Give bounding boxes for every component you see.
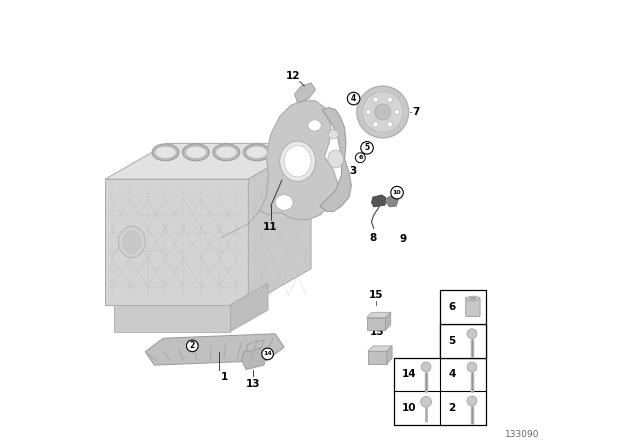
Text: 4: 4 [448,369,456,379]
Ellipse shape [155,146,176,159]
Text: 15: 15 [370,327,385,337]
Polygon shape [105,179,248,305]
Polygon shape [246,340,264,352]
Ellipse shape [280,141,316,181]
Text: 6: 6 [448,331,455,341]
Polygon shape [387,346,392,364]
Text: 14: 14 [263,351,272,357]
Circle shape [471,363,481,373]
Polygon shape [368,346,392,351]
Circle shape [355,153,365,163]
Polygon shape [387,195,398,207]
Ellipse shape [284,146,311,177]
Text: 2: 2 [189,341,195,350]
Circle shape [391,186,403,199]
Circle shape [262,348,273,360]
Polygon shape [371,195,387,207]
Circle shape [348,92,360,105]
Circle shape [394,109,400,115]
Text: 15: 15 [369,290,383,300]
Text: 11: 11 [262,222,277,232]
Text: 9: 9 [400,234,407,244]
Ellipse shape [328,130,339,139]
Polygon shape [367,312,391,318]
Ellipse shape [328,150,344,168]
Polygon shape [242,347,266,370]
Polygon shape [260,101,338,220]
Text: 10: 10 [393,190,401,195]
Text: 133090: 133090 [505,430,540,439]
FancyBboxPatch shape [440,290,486,324]
Polygon shape [320,108,351,211]
Text: 2: 2 [448,403,455,413]
Text: 8: 8 [369,233,376,243]
Ellipse shape [470,297,476,300]
Text: 4: 4 [447,399,455,409]
Ellipse shape [243,144,270,161]
Text: 14: 14 [402,369,417,379]
FancyBboxPatch shape [466,298,480,316]
Ellipse shape [308,120,321,131]
Text: 5: 5 [448,336,455,346]
Circle shape [467,396,477,406]
FancyBboxPatch shape [440,324,486,358]
FancyBboxPatch shape [368,351,387,364]
Ellipse shape [216,146,237,159]
Ellipse shape [467,296,479,301]
Text: 4: 4 [351,94,356,103]
Ellipse shape [213,144,240,161]
Text: 3: 3 [349,166,356,176]
Text: 10: 10 [402,403,417,413]
Text: 5: 5 [448,366,455,376]
Text: 6: 6 [448,302,455,312]
Polygon shape [385,312,391,330]
Circle shape [471,396,481,406]
Polygon shape [230,283,268,332]
Ellipse shape [472,331,479,334]
Text: 6: 6 [358,155,362,160]
Ellipse shape [275,194,293,211]
Circle shape [356,86,409,138]
Circle shape [467,329,477,339]
Circle shape [420,396,431,407]
Circle shape [365,109,371,115]
Ellipse shape [152,144,179,161]
Circle shape [387,97,392,102]
Circle shape [374,104,391,120]
FancyBboxPatch shape [367,318,385,330]
Text: 14: 14 [398,399,413,409]
Circle shape [373,122,378,127]
Ellipse shape [123,231,141,253]
Circle shape [373,97,378,102]
Polygon shape [294,83,316,103]
Text: 12: 12 [286,71,300,81]
FancyBboxPatch shape [440,324,486,358]
Circle shape [362,92,403,132]
Text: 5: 5 [364,143,370,152]
Text: 1: 1 [221,372,228,382]
Text: 7: 7 [412,107,420,117]
Ellipse shape [185,146,207,159]
Polygon shape [114,305,230,332]
Ellipse shape [182,144,209,161]
Polygon shape [105,143,311,179]
Ellipse shape [118,226,145,258]
Circle shape [467,362,477,372]
Circle shape [421,362,431,372]
Ellipse shape [470,330,482,335]
Circle shape [425,396,435,405]
Circle shape [186,340,198,352]
Circle shape [361,142,373,154]
Ellipse shape [246,146,268,159]
Text: 13: 13 [246,379,260,388]
FancyBboxPatch shape [468,332,483,350]
Polygon shape [248,143,311,305]
Polygon shape [145,334,284,365]
Circle shape [387,122,392,127]
FancyBboxPatch shape [394,358,486,425]
